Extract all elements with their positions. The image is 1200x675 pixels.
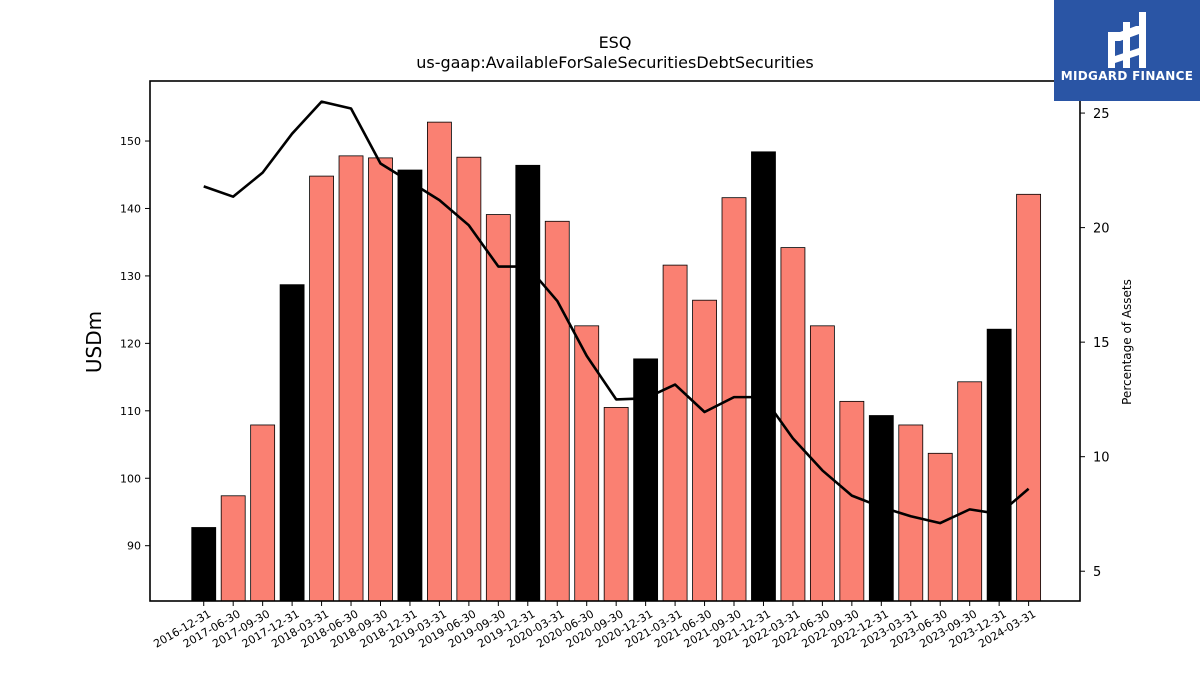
bar xyxy=(662,264,688,602)
y2-tick-label: 25 xyxy=(1093,107,1110,122)
bar xyxy=(927,452,953,602)
bars-layer xyxy=(191,121,1042,602)
bar xyxy=(574,325,600,602)
bar xyxy=(544,220,570,602)
y-tick-label: 110 xyxy=(120,405,141,418)
bar xyxy=(986,328,1012,602)
y2-tick-label: 20 xyxy=(1093,222,1110,237)
bar xyxy=(250,424,276,602)
chart-subtitle: us-gaap:AvailableForSaleSecuritiesDebtSe… xyxy=(416,53,814,72)
logo-mark-icon xyxy=(1108,12,1146,68)
y-axis-label: USDm xyxy=(82,311,106,373)
bar xyxy=(368,157,393,602)
y2-tick-label: 10 xyxy=(1093,451,1110,466)
y-tick-label: 130 xyxy=(120,270,141,283)
bar xyxy=(603,407,629,602)
bar xyxy=(220,495,246,602)
y-tick-label: 140 xyxy=(120,202,141,215)
bar xyxy=(456,156,482,602)
bar xyxy=(839,400,865,602)
y-tick-label: 150 xyxy=(120,135,141,148)
y-tick-label: 90 xyxy=(127,540,141,553)
bar xyxy=(957,381,983,602)
chart-title: ESQ xyxy=(599,33,632,52)
bar xyxy=(279,284,305,602)
plot-frame xyxy=(149,80,1081,602)
bar xyxy=(338,155,364,602)
bar xyxy=(309,175,334,602)
bar xyxy=(427,121,452,602)
bar xyxy=(397,169,423,602)
bar xyxy=(515,164,541,602)
logo-text: MIDGARD FINANCE xyxy=(1060,69,1194,83)
bar xyxy=(191,527,217,602)
y-tick-label: 100 xyxy=(120,472,141,485)
bar xyxy=(809,325,835,602)
y2-axis-label: Percentage of Assets xyxy=(1120,279,1134,405)
bar xyxy=(485,214,511,602)
midgard-finance-logo: MIDGARD FINANCE xyxy=(1054,0,1200,101)
bar xyxy=(1016,193,1042,602)
y2-tick-label: 5 xyxy=(1093,565,1101,580)
series-line xyxy=(203,100,1030,525)
bar xyxy=(751,151,776,602)
y2-tick-label: 15 xyxy=(1093,336,1110,351)
bar xyxy=(780,247,806,602)
y-tick-label: 120 xyxy=(120,337,141,350)
bar xyxy=(721,197,747,602)
line-layer xyxy=(203,100,1030,525)
bar xyxy=(692,299,717,602)
